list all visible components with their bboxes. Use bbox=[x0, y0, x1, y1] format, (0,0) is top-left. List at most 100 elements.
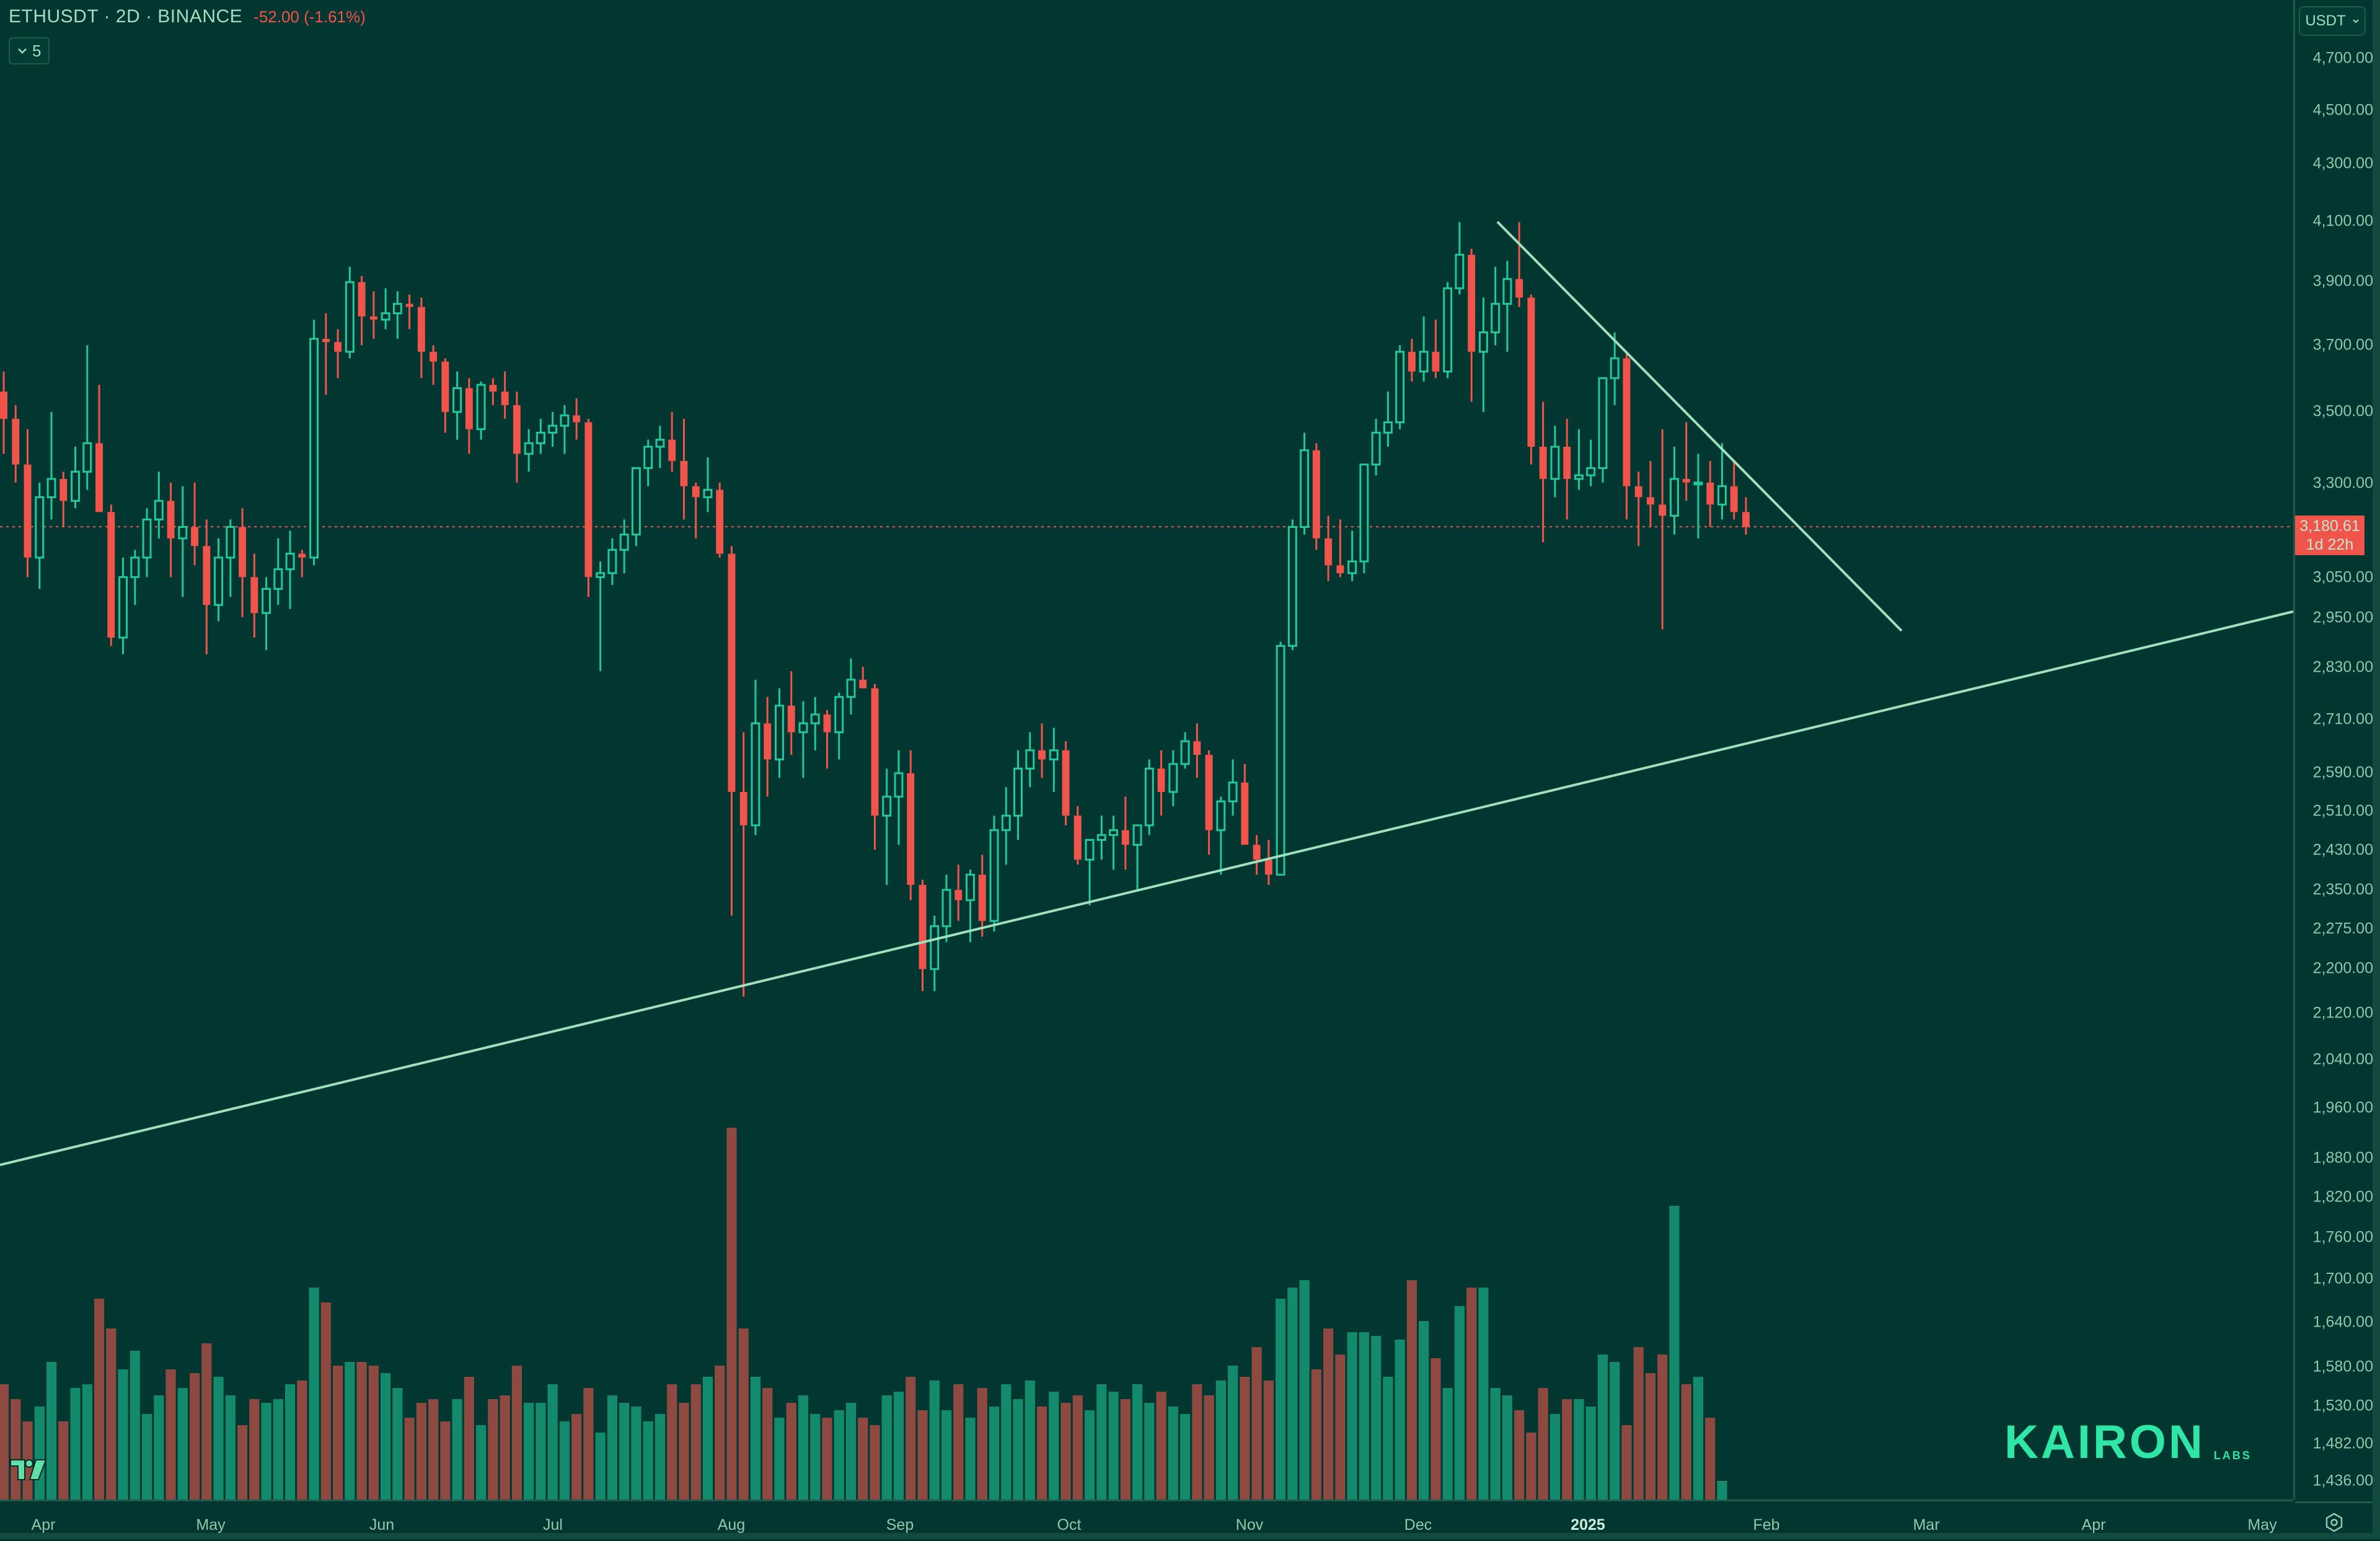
candle bbox=[82, 345, 92, 490]
chart-settings-button[interactable] bbox=[2295, 1501, 2373, 1541]
volume-bar bbox=[428, 1399, 439, 1499]
volume-bars bbox=[0, 1128, 1727, 1499]
time-tick-label: Dec bbox=[1404, 1516, 1432, 1534]
volume-bar bbox=[547, 1384, 558, 1499]
candle bbox=[1432, 319, 1440, 379]
candle bbox=[1563, 418, 1571, 520]
price-tick-label: 1,960.00 bbox=[2312, 1099, 2373, 1117]
candle bbox=[489, 378, 497, 405]
price-tick-label: 1,530.00 bbox=[2312, 1397, 2373, 1415]
volume-bar bbox=[1490, 1388, 1501, 1499]
volume-bar bbox=[1693, 1377, 1704, 1499]
kairon-logo-text: KAIRON bbox=[2004, 1416, 2205, 1469]
candle bbox=[24, 429, 32, 577]
volume-bar bbox=[1574, 1399, 1584, 1499]
indicators-count: 5 bbox=[32, 41, 42, 60]
volume-bar bbox=[929, 1381, 940, 1499]
candle bbox=[1395, 345, 1405, 429]
price-axis[interactable]: 4,700.00 4,500.00 4,300.00 4,100.00 3,900.00… bbox=[2293, 0, 2380, 1499]
candle bbox=[381, 288, 390, 330]
volume-bar bbox=[1180, 1414, 1191, 1499]
candle bbox=[1205, 750, 1213, 855]
candle bbox=[239, 508, 247, 617]
candle bbox=[178, 486, 188, 597]
volume-bar bbox=[1311, 1369, 1321, 1499]
candle bbox=[1276, 641, 1285, 876]
volume-bar bbox=[213, 1377, 224, 1499]
volume-bar bbox=[333, 1366, 343, 1499]
candle bbox=[668, 411, 676, 472]
candle bbox=[142, 508, 152, 577]
chart-header: ETHUSDT · 2D · BINANCE -52.00 (-1.61%) bbox=[9, 6, 366, 27]
time-tick-label: Oct bbox=[1057, 1516, 1082, 1534]
candle bbox=[12, 405, 20, 483]
volume-bar bbox=[70, 1388, 81, 1499]
bar-countdown: 1d 22h bbox=[2306, 536, 2354, 553]
volume-bar bbox=[1215, 1381, 1226, 1499]
candle bbox=[60, 472, 68, 527]
candle bbox=[1527, 294, 1535, 465]
volume-bar bbox=[94, 1299, 105, 1499]
candle bbox=[1157, 750, 1165, 816]
candle bbox=[167, 482, 175, 577]
candle bbox=[1693, 454, 1703, 538]
candle bbox=[35, 482, 45, 589]
candle bbox=[1025, 732, 1035, 788]
candle bbox=[1324, 516, 1333, 581]
time-tick-label: Apr bbox=[31, 1516, 56, 1534]
price-tick-label: 2,275.00 bbox=[2312, 920, 2373, 937]
candle bbox=[810, 696, 820, 750]
price-tick-label: 4,300.00 bbox=[2312, 154, 2373, 172]
price-tick-label: 1,820.00 bbox=[2312, 1188, 2373, 1206]
volume-bar bbox=[1120, 1399, 1130, 1499]
candle bbox=[1706, 460, 1714, 527]
volume-bar bbox=[917, 1410, 928, 1499]
volume-bar bbox=[1669, 1206, 1680, 1499]
volume-bar bbox=[870, 1425, 880, 1499]
candle bbox=[513, 391, 521, 483]
price-tick-label: 1,482.00 bbox=[2312, 1434, 2373, 1452]
volume-bar bbox=[249, 1399, 260, 1499]
volume-bar bbox=[1168, 1407, 1178, 1499]
currency-select[interactable]: USDT bbox=[2299, 6, 2366, 36]
tradingview-logo[interactable] bbox=[9, 1457, 48, 1485]
indicators-toggle-button[interactable]: 5 bbox=[9, 37, 50, 64]
trendlines[interactable] bbox=[0, 221, 2294, 1166]
time-tick-label: Aug bbox=[717, 1516, 746, 1534]
volume-bar bbox=[559, 1421, 570, 1499]
volume-bar bbox=[1084, 1410, 1095, 1499]
descending-resistance-trendline[interactable] bbox=[1496, 221, 1903, 632]
volume-bar bbox=[631, 1407, 641, 1499]
volume-bar bbox=[881, 1395, 892, 1499]
volume-bar bbox=[0, 1384, 9, 1499]
candle bbox=[655, 426, 665, 468]
price-tick-label: 2,350.00 bbox=[2312, 880, 2373, 898]
price-tick-label: 4,100.00 bbox=[2312, 212, 2373, 230]
candle bbox=[1659, 429, 1667, 630]
ascending-support-trendline[interactable] bbox=[0, 610, 2294, 1166]
candle bbox=[764, 696, 772, 797]
candle bbox=[1455, 222, 1465, 295]
candle bbox=[560, 405, 570, 454]
candle bbox=[1038, 723, 1046, 778]
volume-bar bbox=[464, 1377, 474, 1499]
candle bbox=[0, 371, 7, 454]
volume-bar bbox=[1072, 1395, 1083, 1499]
time-tick-label: Jul bbox=[543, 1516, 563, 1534]
time-axis[interactable]: Apr May Jun Jul Aug Sep Oct Nov Dec 2025 Feb Mar Apr… bbox=[0, 1499, 2293, 1541]
volume-bar bbox=[1681, 1384, 1691, 1499]
symbol-title[interactable]: ETHUSDT · 2D · BINANCE bbox=[9, 6, 243, 27]
chevron-down-icon bbox=[2352, 19, 2359, 24]
candle bbox=[1013, 750, 1023, 840]
volume-bar bbox=[106, 1328, 117, 1499]
volume-bar bbox=[1060, 1403, 1071, 1499]
price-tick-label: 1,640.00 bbox=[2312, 1313, 2373, 1331]
volume-bar bbox=[1705, 1418, 1716, 1499]
axis-edge bbox=[2373, 0, 2380, 1539]
volume-bar bbox=[82, 1384, 92, 1499]
volume-bar bbox=[225, 1395, 236, 1499]
candle bbox=[1371, 418, 1381, 476]
price-tick-label: 3,700.00 bbox=[2312, 336, 2373, 354]
volume-bar bbox=[786, 1403, 796, 1499]
